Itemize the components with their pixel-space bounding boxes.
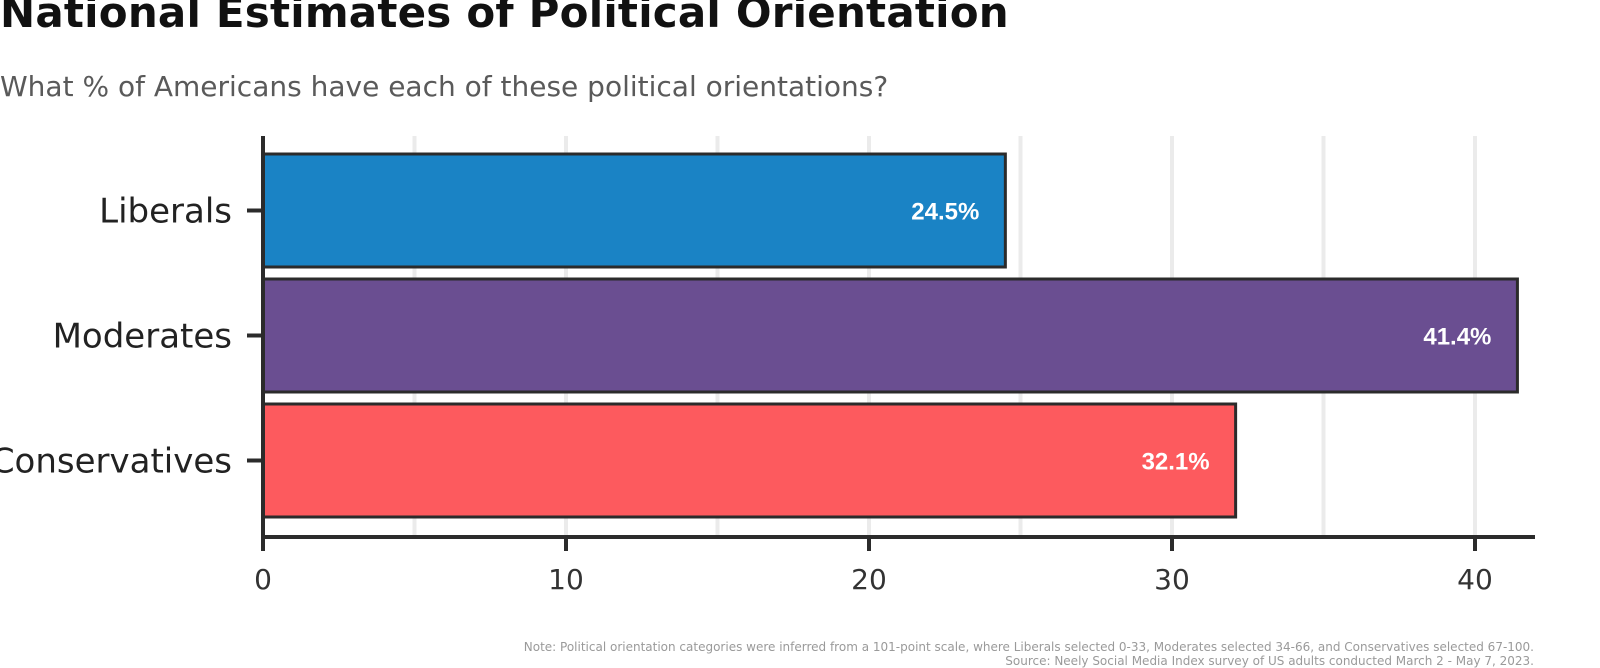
bar-value-label: 32.1% [1142, 449, 1210, 476]
y-tick-label: Liberals [99, 192, 232, 232]
x-tick-label: 0 [254, 563, 272, 596]
note-text: Note: Political orientation categories w… [523, 640, 1534, 654]
chart-title: National Estimates of Political Orientat… [0, 0, 1009, 37]
bar-value-label: 24.5% [911, 199, 979, 226]
bar-liberals [261, 152, 1007, 269]
bar-conservatives [261, 402, 1238, 519]
x-tick-label: 30 [1154, 563, 1190, 596]
y-tick-label: Conservatives [0, 442, 232, 482]
chart-footnote: Note: Political orientation categories w… [524, 640, 1534, 668]
chart-subtitle: What % of Americans have each of these p… [0, 70, 889, 103]
source-text: Source: Neely Social Media Index survey … [1005, 654, 1534, 668]
x-tick-label: 40 [1457, 563, 1493, 596]
x-tick-label: 20 [851, 563, 887, 596]
y-tick-label: Moderates [53, 317, 232, 357]
x-tick-label: 10 [548, 563, 584, 596]
bar-moderates [261, 277, 1519, 394]
bar-value-label: 41.4% [1423, 324, 1491, 351]
